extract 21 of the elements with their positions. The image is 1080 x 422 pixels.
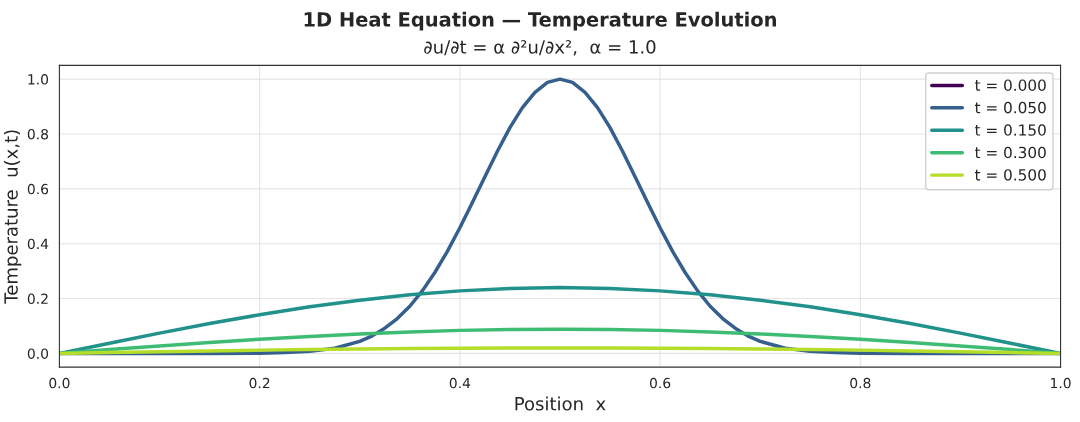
x-tick-label: 0.8 (850, 377, 871, 389)
y-tick-label: 0.2 (27, 293, 48, 305)
x-tick-label: 0.2 (249, 377, 270, 389)
legend-label: t = 0.500 (974, 169, 1046, 181)
y-tick-label: 0.8 (27, 128, 49, 140)
chart-subtitle: ∂u/∂t = α ∂²u/∂x², α = 1.0 (424, 40, 656, 56)
x-tick-label: 1.0 (1051, 377, 1071, 389)
legend-label: t = 0.150 (974, 124, 1046, 136)
legend-label: t = 0.300 (974, 146, 1046, 159)
legend-label: t = 0.050 (974, 101, 1046, 114)
x-axis-title: Position x (515, 396, 606, 411)
chart-title: 1D Heat Equation — Temperature Evolution (304, 11, 776, 31)
legend-label: t = 0.000 (974, 79, 1046, 91)
y-tick-label: 0.4 (27, 238, 49, 250)
y-tick-label: 0.6 (27, 183, 49, 195)
y-axis-title: Temperature u(x,t) (3, 130, 22, 304)
y-tick-label: 0.0 (27, 348, 49, 359)
x-tick-label: 0.6 (649, 377, 671, 389)
x-tick-label: 0.0 (49, 377, 70, 389)
x-tick-label: 0.4 (449, 377, 471, 389)
y-tick-label: 1.0 (28, 74, 49, 85)
